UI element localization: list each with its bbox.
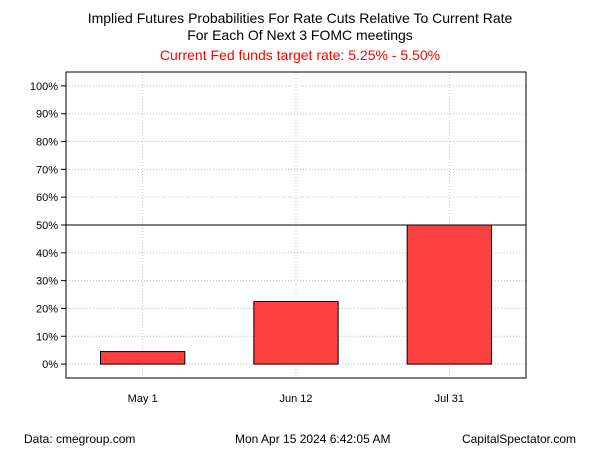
bar-may-1 (100, 351, 186, 365)
x-tick-label: May 1 (128, 393, 158, 405)
y-tick-label: 0% (42, 359, 58, 371)
x-tick-label: Jun 12 (279, 393, 312, 405)
footer-source: Data: cmegroup.com (24, 432, 136, 446)
plot-frame (65, 71, 527, 379)
bar-jul-31 (406, 224, 492, 365)
y-tick-label: 50% (36, 220, 58, 232)
y-tick-label: 10% (36, 331, 58, 343)
y-tick-label: 30% (36, 276, 58, 288)
chart-title-line-1: Implied Futures Probabilities For Rate C… (87, 10, 513, 26)
x-tick-label: Jul 31 (435, 393, 464, 405)
footer-brand: CapitalSpectator.com (461, 432, 576, 446)
y-tick-label: 70% (36, 164, 58, 176)
y-tick-label: 60% (36, 192, 58, 204)
y-tick-label: 20% (36, 303, 58, 315)
bar-jun-12 (253, 301, 339, 365)
bar-chart: 0% 10% 20% 30% 40% 50% 60% 70% 80% 90% 100% May 1 Ju… (30, 71, 527, 405)
y-tick-label: 90% (36, 109, 58, 121)
y-tick-label: 80% (36, 137, 58, 149)
footer-timestamp: Mon Apr 15 2024 6:42:05 AM (235, 432, 391, 446)
y-tick-label: 100% (30, 81, 58, 93)
bar-layer (100, 224, 492, 365)
label-layer: 0% 10% 20% 30% 40% 50% 60% 70% 80% 90% 100% May 1 Ju… (30, 81, 464, 405)
axis-layer (61, 71, 527, 379)
chart-subtitle: Current Fed funds target rate: 5.25% - 5… (159, 47, 441, 63)
y-tick-label: 40% (36, 248, 58, 260)
chart-title-line-2: For Each Of Next 3 FOMC meetings (187, 27, 413, 43)
